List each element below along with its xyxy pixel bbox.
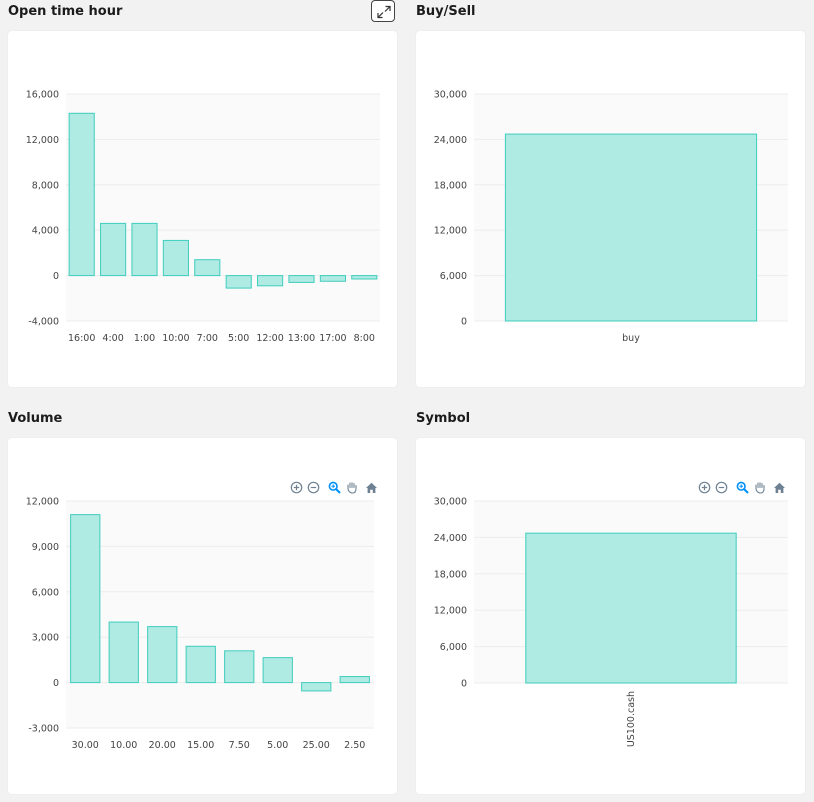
y-tick-label: 9,000 — [32, 542, 59, 553]
bar[interactable] — [224, 650, 255, 684]
bar[interactable] — [288, 275, 315, 283]
bar[interactable] — [351, 275, 378, 280]
reset-home-icon[interactable] — [365, 481, 378, 494]
zoom-in-icon[interactable] — [290, 481, 303, 494]
chart-card-open-time-hour: -4,000 0 4,000 8,000 12,000 16,000 16:00 4:00 1:… — [8, 31, 397, 387]
x-tick-label: buy — [622, 333, 640, 344]
bar[interactable] — [70, 514, 101, 684]
x-tick-label: 10.00 — [110, 740, 137, 751]
bar[interactable] — [68, 112, 95, 277]
zoom-select-icon[interactable] — [736, 481, 749, 494]
bar[interactable] — [319, 275, 346, 282]
x-tick-label: 20.00 — [149, 740, 176, 751]
y-tick-label: 12,000 — [26, 497, 59, 508]
bar[interactable] — [301, 682, 332, 692]
x-tick-label: US100.cash — [626, 691, 637, 747]
x-tick-label: 10:00 — [162, 333, 189, 344]
chart-card-volume: -3,000 0 3,000 6,000 9,000 12,000 30.00 10.00 20… — [8, 438, 397, 794]
plot-area — [66, 501, 374, 728]
y-tick-label: -3,000 — [28, 724, 59, 735]
chart-volume: -3,000 0 3,000 6,000 9,000 12,000 30.00 10.00 20… — [26, 497, 374, 751]
y-tick-label: 3,000 — [32, 633, 59, 644]
chart-buy-sell: 0 6,000 12,000 18,000 24,000 30,000 buy — [434, 90, 788, 344]
chart-toolbar-symbol — [698, 481, 786, 494]
panel-title-open-time-hour: Open time hour — [8, 4, 123, 19]
reset-home-icon[interactable] — [773, 481, 786, 494]
zoom-out-icon[interactable] — [715, 481, 728, 494]
y-tick-label: 0 — [53, 271, 59, 282]
chart-toolbar-volume — [290, 481, 378, 494]
bar[interactable] — [504, 133, 758, 322]
bar[interactable] — [339, 676, 370, 684]
y-tick-label: 24,000 — [434, 135, 467, 146]
bar[interactable] — [194, 259, 221, 277]
x-tick-label: 5.00 — [267, 740, 288, 751]
y-tick-label: 0 — [53, 678, 59, 689]
x-tick-label: 16:00 — [68, 333, 95, 344]
y-tick-label: 30,000 — [434, 90, 467, 101]
y-tick-label: 24,000 — [434, 533, 467, 544]
x-tick-label: 8:00 — [354, 333, 375, 344]
chart-symbol: 0 6,000 12,000 18,000 24,000 30,000 US100.cash — [434, 497, 788, 747]
y-tick-label: 16,000 — [26, 90, 59, 101]
zoom-in-icon[interactable] — [698, 481, 711, 494]
y-tick-label: 6,000 — [32, 587, 59, 598]
y-tick-label: 18,000 — [434, 569, 467, 580]
plot-area — [66, 94, 380, 321]
x-tick-label: 2.50 — [344, 740, 365, 751]
y-tick-label: 12,000 — [434, 226, 467, 237]
x-tick-label: 5:00 — [228, 333, 249, 344]
y-tick-label: 12,000 — [434, 606, 467, 617]
bar[interactable] — [147, 626, 178, 684]
pan-hand-icon[interactable] — [753, 481, 766, 494]
x-tick-label: 25.00 — [303, 740, 330, 751]
panel-title-symbol: Symbol — [416, 411, 471, 426]
bar[interactable] — [131, 222, 158, 277]
chart-card-symbol: 0 6,000 12,000 18,000 24,000 30,000 US100.cash — [416, 438, 805, 794]
x-tick-label: 12:00 — [256, 333, 283, 344]
chart-open-time-hour: -4,000 0 4,000 8,000 12,000 16,000 16:00 4:00 1:… — [26, 90, 380, 344]
y-tick-label: 4,000 — [32, 226, 59, 237]
expand-button[interactable] — [371, 0, 395, 22]
x-tick-label: 4:00 — [102, 333, 123, 344]
y-tick-label: 6,000 — [440, 271, 467, 282]
x-tick-label: 30.00 — [72, 740, 99, 751]
panel-title-volume: Volume — [8, 411, 63, 426]
x-tick-label: 7.50 — [229, 740, 250, 751]
x-tick-label: 17:00 — [319, 333, 346, 344]
pan-hand-icon[interactable] — [345, 481, 358, 494]
y-tick-label: 18,000 — [434, 180, 467, 191]
chart-card-buy-sell: 0 6,000 12,000 18,000 24,000 30,000 buy — [416, 31, 805, 387]
bar[interactable] — [162, 239, 189, 277]
y-tick-label: -4,000 — [28, 317, 59, 328]
panel-title-buy-sell: Buy/Sell — [416, 4, 476, 19]
zoom-out-icon[interactable] — [307, 481, 320, 494]
bar[interactable] — [525, 532, 737, 684]
bar[interactable] — [257, 275, 284, 287]
bar[interactable] — [100, 222, 127, 277]
y-tick-label: 30,000 — [434, 497, 467, 508]
bar[interactable] — [185, 645, 216, 684]
bar[interactable] — [225, 275, 252, 289]
bar[interactable] — [108, 621, 139, 684]
x-tick-label: 1:00 — [134, 333, 155, 344]
y-tick-label: 6,000 — [440, 642, 467, 653]
y-tick-label: 12,000 — [26, 135, 59, 146]
x-tick-label: 7:00 — [197, 333, 218, 344]
zoom-select-icon[interactable] — [328, 481, 341, 494]
bar[interactable] — [262, 657, 293, 684]
expand-arrows-icon — [377, 5, 391, 19]
y-tick-label: 0 — [461, 317, 467, 328]
x-tick-label: 13:00 — [288, 333, 315, 344]
y-tick-label: 8,000 — [32, 180, 59, 191]
y-tick-label: 0 — [461, 679, 467, 690]
x-tick-label: 15.00 — [187, 740, 214, 751]
